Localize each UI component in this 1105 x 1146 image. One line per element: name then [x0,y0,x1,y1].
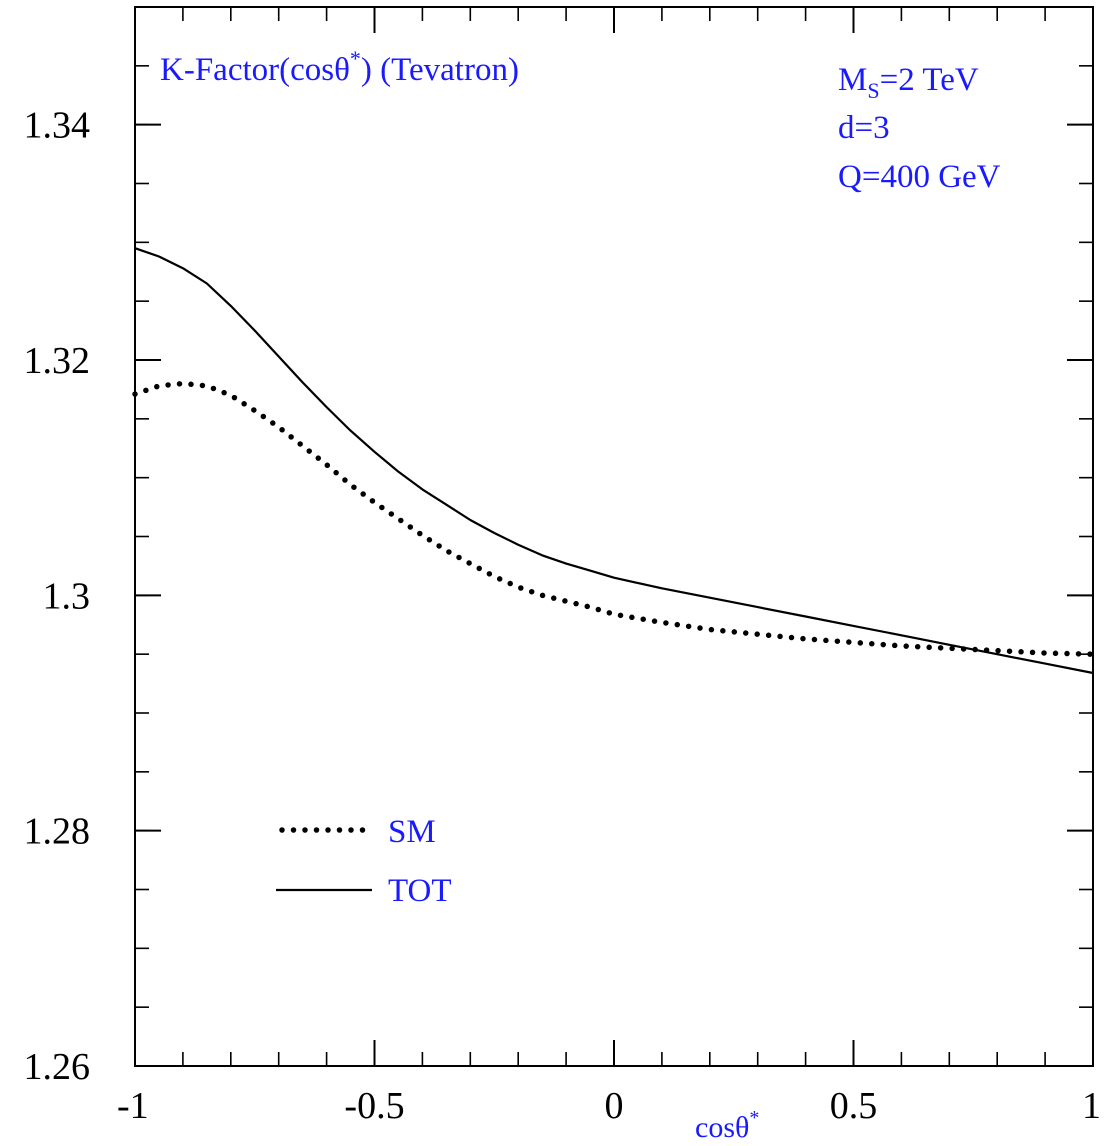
x-axis-label: cosθ* [695,1107,759,1144]
chart-title-tail: ) (Tevatron) [361,52,519,88]
x-tick-label: 0 [605,1085,624,1127]
x-axis-label-sup: * [749,1107,759,1129]
chart-title: K-Factor(cosθ*) (Tevatron) [160,46,519,88]
y-tick-label: 1.32 [24,340,91,382]
y-tick-label: 1.3 [43,575,91,617]
series-line-tot [134,247,1094,675]
annotation-ms-main: M [838,62,867,98]
chart-title-sup: * [350,46,361,71]
x-tick-label: -1 [117,1085,149,1127]
y-tick-label: 1.28 [24,811,91,853]
x-tick-labels: -1 -0.5 0 0.5 1 [117,1085,1101,1127]
annotation-q: Q=400 GeV [838,159,1001,195]
x-tick-label: 1 [1082,1085,1101,1127]
legend: SM TOT [276,814,452,909]
plot-frame [134,6,1094,1067]
series-line-sm [132,380,1096,657]
legend-label-sm: SM [388,814,436,850]
x-axis-label-base: cosθ [695,1111,749,1144]
y-tick-label: 1.34 [24,105,91,147]
x-tick-label: 0.5 [830,1085,878,1127]
chart-title-base: K-Factor(cosθ [160,52,350,88]
annotation-ms: MS=2 TeV [838,62,979,103]
annotation-d: d=3 [838,110,890,146]
legend-label-tot: TOT [388,873,452,909]
y-tick-label: 1.26 [24,1046,91,1088]
series-group [132,247,1096,675]
annotation-ms-tail: =2 TeV [880,62,979,98]
y-tick-labels: 1.26 1.28 1.3 1.32 1.34 [24,105,91,1088]
x-tick-label: -0.5 [344,1085,404,1127]
annotation-ms-sub: S [867,78,879,103]
